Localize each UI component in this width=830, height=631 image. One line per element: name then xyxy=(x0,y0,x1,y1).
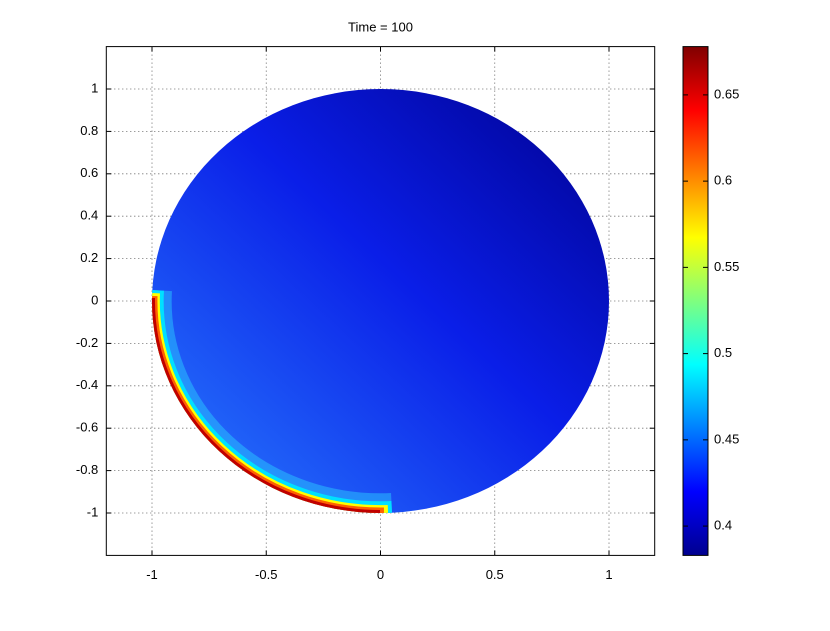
colorbar-tick-label: 0.45 xyxy=(714,431,739,446)
colorbar xyxy=(682,46,709,556)
disk xyxy=(152,89,609,513)
y-tick-label: -1 xyxy=(87,504,99,519)
colorbar-tick-label: 0.65 xyxy=(714,86,739,101)
field xyxy=(152,89,609,513)
y-tick-label: 0.8 xyxy=(80,123,98,138)
x-tick-label: -0.5 xyxy=(255,567,277,582)
x-tick-label: 0 xyxy=(377,567,384,582)
x-tick-label: -1 xyxy=(146,567,158,582)
colorbar-tick-label: 0.6 xyxy=(714,173,732,188)
y-tick-label: 0.6 xyxy=(80,165,98,180)
y-tick-label: 0.2 xyxy=(80,250,98,265)
y-tick-label: 0 xyxy=(91,292,98,307)
layer-red xyxy=(152,297,381,513)
colorbar-tick-label: 0.5 xyxy=(714,345,732,360)
y-tick-label: 1 xyxy=(91,80,98,95)
y-tick-label: -0.2 xyxy=(76,335,98,350)
chart-title: Time = 100 xyxy=(348,19,413,34)
x-tick-label: 0.5 xyxy=(486,567,504,582)
y-tick-label: -0.4 xyxy=(76,377,98,392)
colorbar-tick-label: 0.4 xyxy=(714,518,732,533)
colorbar-tick-label: 0.55 xyxy=(714,259,739,274)
y-tick-label: -0.8 xyxy=(76,462,98,477)
y-tick-label: -0.6 xyxy=(76,420,98,435)
x-tick-label: 1 xyxy=(605,567,612,582)
y-tick-label: 0.4 xyxy=(80,208,98,223)
